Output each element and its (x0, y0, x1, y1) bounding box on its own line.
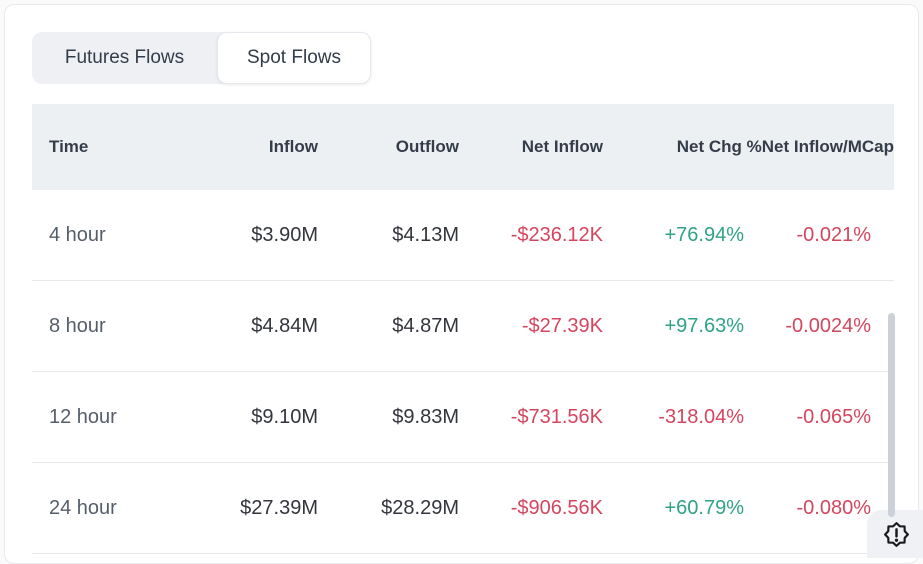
vertical-scrollbar-thumb[interactable] (888, 313, 895, 517)
table-row: 24 hour $27.39M $28.29M -$906.56K +60.79… (32, 463, 894, 554)
spot-flows-table: Time Inflow Outflow Net Inflow Net Chg %… (32, 104, 894, 554)
table-row: 8 hour $4.84M $4.87M -$27.39K +97.63% -0… (32, 281, 894, 372)
cell-net-chg: -318.04% (658, 405, 744, 428)
cell-time: 24 hour (49, 496, 117, 519)
cell-net-inflow: -$731.56K (510, 405, 603, 428)
cell-inflow: $4.84M (251, 314, 318, 337)
cell-time: 8 hour (49, 314, 106, 337)
cell-net-chg: +97.63% (664, 314, 744, 337)
column-header-net-chg: Net Chg % (676, 137, 762, 156)
seal-exclamation-icon (881, 519, 912, 550)
column-header-outflow: Outflow (395, 137, 459, 156)
cell-outflow: $4.13M (392, 223, 459, 246)
cell-net-inflow: -$236.12K (510, 223, 603, 246)
column-header-inflow: Inflow (268, 137, 318, 156)
cell-net-inflow-mcap: -0.021% (796, 223, 872, 246)
tab-spot-flows-label: Spot Flows (247, 47, 341, 68)
cell-inflow: $3.90M (251, 223, 318, 246)
cell-time: 4 hour (49, 223, 106, 246)
cell-net-inflow: -$27.39K (521, 314, 603, 337)
flows-card: Futures Flows Spot Flows Time Inflow Out… (4, 4, 923, 564)
table-header-row: Time Inflow Outflow Net Inflow Net Chg %… (32, 104, 894, 190)
tab-futures-flows-label: Futures Flows (64, 47, 185, 68)
cell-net-chg: +76.94% (664, 223, 744, 246)
cell-net-inflow: -$906.56K (510, 496, 603, 519)
column-header-net-inflow: Net Inflow (521, 137, 603, 156)
tab-spot-flows[interactable]: Spot Flows (217, 32, 371, 84)
column-header-merged: Net Chg % Net Inflow/MCap (603, 137, 894, 157)
column-header-net-inflow-mcap: Net Inflow/MCap (761, 137, 894, 156)
cell-net-inflow-mcap: -0.080% (796, 496, 872, 519)
cell-time: 12 hour (49, 405, 117, 428)
cell-net-inflow-mcap: -0.0024% (785, 314, 871, 337)
table-row: 4 hour $3.90M $4.13M -$236.12K +76.94% -… (32, 190, 894, 281)
cell-outflow: $4.87M (392, 314, 459, 337)
cell-outflow: $9.83M (392, 405, 459, 428)
column-header-time: Time (49, 137, 89, 156)
flows-tab-group: Futures Flows Spot Flows (32, 32, 371, 84)
table-row: 12 hour $9.10M $9.83M -$731.56K -318.04%… (32, 372, 894, 463)
report-issue-button[interactable] (867, 510, 923, 558)
tab-futures-flows[interactable]: Futures Flows (32, 32, 217, 84)
cell-inflow: $27.39M (240, 496, 318, 519)
cell-outflow: $28.29M (381, 496, 459, 519)
cell-inflow: $9.10M (251, 405, 318, 428)
cell-net-chg: +60.79% (664, 496, 744, 519)
cell-net-inflow-mcap: -0.065% (796, 405, 872, 428)
